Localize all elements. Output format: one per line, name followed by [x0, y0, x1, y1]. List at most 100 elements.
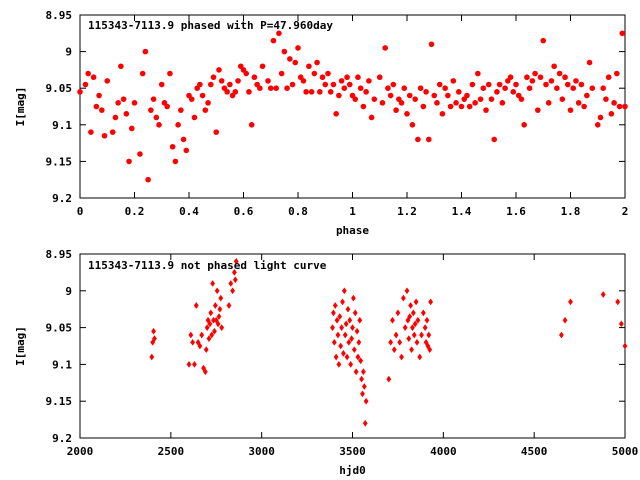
data-point — [570, 85, 577, 91]
x-tick-label: 4000 — [430, 445, 457, 458]
data-point — [458, 103, 465, 110]
data-point — [128, 125, 135, 132]
data-point — [248, 122, 255, 128]
data-point — [584, 92, 590, 99]
data-point — [327, 89, 334, 95]
data-point — [148, 107, 154, 113]
data-point — [251, 74, 258, 81]
data-point — [150, 96, 157, 102]
data-point — [464, 92, 470, 99]
data-point — [213, 316, 219, 324]
data-point — [564, 81, 571, 88]
data-point — [341, 85, 348, 91]
data-point — [360, 390, 365, 398]
data-point — [412, 96, 418, 102]
data-point — [352, 309, 358, 317]
data-point — [199, 92, 206, 99]
data-point — [415, 136, 421, 143]
data-point — [228, 280, 234, 287]
data-point — [311, 70, 318, 77]
data-point — [393, 331, 399, 339]
data-point — [447, 103, 454, 110]
data-point — [409, 346, 414, 354]
data-point — [344, 353, 350, 361]
data-point — [376, 74, 383, 81]
data-point — [186, 361, 192, 368]
data-point — [573, 78, 579, 84]
data-point — [426, 331, 432, 339]
data-point — [93, 103, 100, 110]
x-tick-label: 1.6 — [506, 205, 526, 218]
x-tick-label: 0.8 — [288, 205, 308, 218]
data-point — [357, 85, 364, 91]
data-point — [230, 287, 235, 295]
data-point — [322, 81, 329, 88]
data-point — [406, 92, 413, 99]
data-point — [344, 74, 350, 81]
y-tick-label: 8.95 — [46, 9, 73, 22]
data-point — [257, 85, 263, 91]
data-point — [281, 48, 288, 55]
y-tick-label: 9.15 — [46, 155, 73, 168]
data-point — [554, 85, 560, 91]
data-point — [562, 316, 568, 324]
data-point — [524, 74, 530, 81]
data-point — [469, 81, 476, 88]
data-point — [532, 70, 538, 77]
data-point — [361, 383, 367, 390]
data-point — [96, 92, 102, 99]
data-point — [529, 78, 536, 84]
data-point — [423, 89, 429, 95]
data-point — [209, 331, 215, 339]
data-point — [308, 89, 315, 95]
data-point — [346, 81, 353, 88]
x-tick-label: 0.6 — [234, 205, 254, 218]
data-point — [339, 324, 344, 331]
data-point — [142, 48, 149, 55]
data-point — [345, 305, 351, 313]
data-point — [169, 143, 176, 150]
data-point — [410, 324, 415, 331]
data-point — [336, 92, 342, 99]
data-point — [417, 85, 424, 91]
data-point — [351, 294, 356, 302]
data-point — [551, 63, 557, 70]
data-point — [319, 74, 326, 81]
data-point — [215, 320, 221, 328]
data-point — [535, 107, 541, 113]
data-point — [556, 70, 563, 77]
data-point — [306, 63, 312, 70]
data-point — [597, 114, 604, 121]
data-point — [408, 302, 414, 309]
data-point — [210, 280, 216, 287]
data-point — [183, 147, 190, 154]
data-point — [233, 258, 239, 265]
data-point — [188, 96, 195, 102]
data-point — [150, 338, 156, 346]
data-point — [586, 59, 593, 66]
data-point — [568, 298, 573, 306]
data-point — [475, 70, 481, 77]
data-point — [548, 78, 555, 84]
data-point — [331, 309, 336, 317]
data-point — [404, 287, 410, 295]
data-point — [412, 320, 418, 328]
data-point — [332, 302, 338, 309]
data-point — [118, 63, 124, 70]
data-point — [336, 361, 342, 368]
chart-title: 115343-7113.9 phased with P=47.960day — [88, 19, 333, 32]
data-point — [342, 331, 348, 339]
data-point — [400, 294, 406, 302]
data-point — [227, 81, 233, 88]
data-point — [192, 361, 197, 368]
data-point — [77, 89, 83, 95]
y-tick-label: 9.05 — [46, 82, 73, 95]
data-point — [425, 342, 431, 350]
data-point — [406, 335, 412, 342]
data-point — [206, 335, 212, 342]
data-point — [172, 158, 179, 165]
x-tick-label: 1.4 — [452, 205, 472, 218]
data-point — [480, 85, 487, 91]
data-point — [338, 342, 344, 350]
data-point — [603, 96, 609, 102]
